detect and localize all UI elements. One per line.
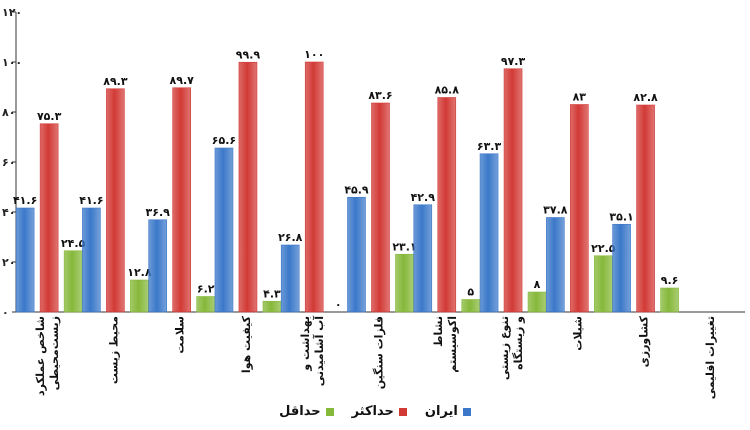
bar-max	[636, 104, 655, 313]
y-tick-label: ۲۰	[2, 256, 15, 269]
data-label: ۹۹.۹	[236, 48, 261, 61]
data-label: ۳۷.۸	[543, 204, 568, 217]
bar-max	[304, 61, 324, 313]
bar-iran	[479, 153, 499, 313]
y-tick-label: ۰	[2, 306, 9, 319]
bar-max	[570, 104, 589, 313]
data-label: ۸	[534, 278, 541, 291]
bar-max	[172, 87, 191, 313]
y-tick-label: ۸۰	[2, 106, 15, 119]
data-label: ۴۱.۶	[13, 194, 37, 207]
data-label: ۱۲.۸	[127, 266, 152, 279]
x-tick-label: فلزات سنگین	[373, 316, 386, 389]
data-label: ۸۹.۳	[103, 75, 128, 88]
bar-iran	[413, 204, 433, 313]
data-label: ۶.۲	[197, 283, 215, 296]
bar-max	[39, 123, 59, 313]
data-label: ۹۷.۳	[501, 55, 526, 68]
x-tick-label: تغییرات اقلیمی	[704, 316, 717, 399]
data-label: ۸۹.۷	[170, 74, 195, 87]
bar-max	[437, 97, 457, 313]
bar-iran	[347, 196, 366, 313]
data-label: ۲۲.۵	[591, 242, 616, 255]
x-tick-label: آب آشامیدنی	[312, 316, 326, 387]
bar-min	[594, 255, 613, 313]
data-label: ۲۶.۸	[278, 231, 303, 244]
data-label: ۵	[467, 286, 474, 299]
bar-min	[527, 291, 547, 313]
x-tick-label: محیط زیست	[107, 316, 120, 384]
bar-iran	[546, 217, 565, 313]
bar-iran	[148, 219, 167, 313]
legend-item-min: حداقل	[279, 404, 334, 419]
legend-label-max: حداکثر	[351, 404, 394, 419]
data-label: ۴.۳	[263, 287, 281, 300]
bar-min	[660, 287, 679, 313]
y-tick-label: ۶۰	[2, 156, 15, 169]
data-label: ۶۳.۳	[477, 140, 502, 153]
legend-swatch-iran	[462, 407, 471, 416]
data-label: ۹.۶	[661, 274, 679, 287]
bar-iran	[612, 223, 631, 313]
data-label: ۷۵.۳	[37, 110, 62, 123]
bar-iran	[82, 207, 101, 313]
x-tick-label: زیست‌محیطی	[48, 316, 61, 390]
legend: ایران حداکثر حداقل	[0, 404, 750, 419]
bar-min	[130, 279, 149, 313]
bar-max	[106, 88, 125, 313]
data-label: ۸۵.۸	[435, 84, 460, 97]
data-label: ۸۳	[573, 91, 587, 104]
x-tick-label: کشاورزی	[638, 315, 651, 367]
x-tick-label: بهداشت و	[299, 316, 312, 372]
y-tick-label: ۱۲۰	[2, 6, 22, 19]
data-label: ۴۵.۹	[344, 183, 369, 196]
x-tick-label: شاخص عملکرد	[34, 316, 47, 396]
data-label: ۲۴.۵	[61, 237, 86, 250]
data-label: ۴۲.۹	[411, 191, 436, 204]
bar-min	[461, 299, 481, 313]
data-label: ۴۱.۶	[79, 194, 103, 207]
bar-iran	[280, 244, 300, 313]
bar-iran	[214, 147, 234, 313]
x-tick-label: تنوع زیستی	[498, 316, 511, 380]
y-tick-label: ۱۰۰	[2, 56, 22, 69]
data-label: ۳۵.۱	[609, 210, 633, 223]
data-label: ۱۰۰	[304, 48, 324, 61]
bar-min	[395, 253, 414, 313]
bar-max	[238, 61, 258, 313]
x-tick-label: سلامت	[174, 316, 187, 354]
bar-min	[262, 300, 282, 313]
legend-swatch-max	[398, 407, 407, 416]
x-tick-label: کیفیت هوا	[240, 315, 253, 373]
data-label: ۸۳.۶	[368, 89, 392, 102]
x-tick-label: اکوسیستم	[446, 316, 459, 373]
bar-max	[371, 102, 390, 313]
y-tick-label: ۴۰	[2, 206, 15, 219]
bar-iran	[15, 207, 35, 313]
bar-min	[63, 250, 83, 313]
bar-min	[196, 296, 215, 313]
legend-item-iran: ایران	[425, 404, 471, 419]
data-label: ۳۶.۹	[146, 206, 171, 219]
x-tick-label: نشاط	[432, 316, 445, 347]
bar-max	[503, 68, 523, 313]
data-label: ۰	[335, 298, 342, 311]
legend-item-max: حداکثر	[352, 404, 407, 419]
data-label: ۶۵.۶	[212, 134, 236, 147]
legend-label-iran: ایران	[424, 404, 458, 419]
data-label: ۸۲.۸	[633, 91, 658, 104]
x-tick-label: شیلات	[571, 316, 584, 351]
legend-swatch-min	[325, 407, 334, 416]
data-label: ۲۳.۱	[392, 240, 416, 253]
legend-label-min: حداقل	[279, 404, 321, 419]
x-tick-label: و زیستگاه	[512, 316, 525, 370]
